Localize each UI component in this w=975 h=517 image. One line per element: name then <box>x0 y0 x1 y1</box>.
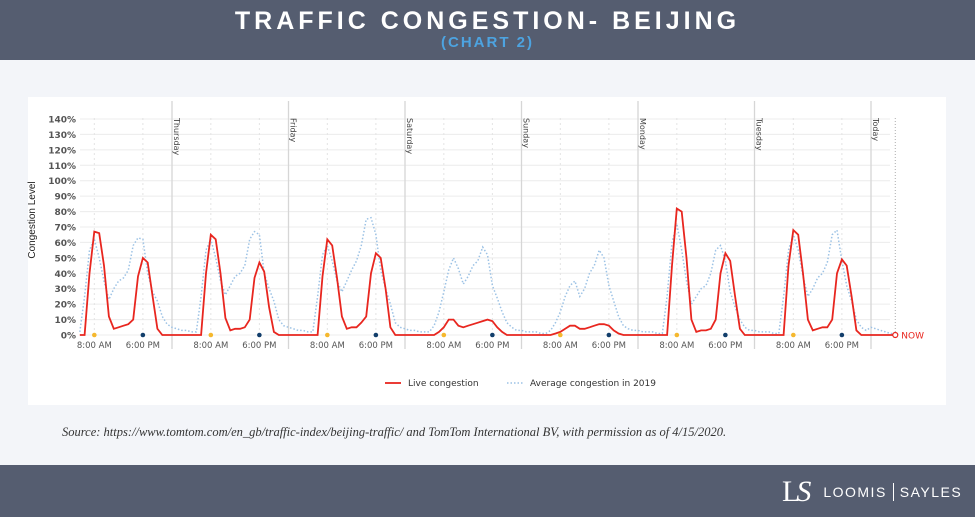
legend-average-label: Average congestion in 2019 <box>530 379 656 389</box>
y-tick-label: 0% <box>61 332 76 342</box>
x-tick-label: 6:00 PM <box>126 341 160 351</box>
page-title: TRAFFIC CONGESTION- BEIJING <box>234 7 741 35</box>
y-tick-label: 90% <box>54 193 76 203</box>
day-label: Monday <box>638 118 647 150</box>
x-tick-label: 8:00 AM <box>543 341 578 351</box>
morning-peak-dot <box>674 332 680 338</box>
x-tick-label: 8:00 AM <box>310 341 345 351</box>
x-tick-label: 8:00 AM <box>77 341 112 351</box>
source-note: Source: https://www.tomtom.com/en_gb/tra… <box>62 425 727 439</box>
x-tick-label: 8:00 AM <box>193 341 228 351</box>
header: TRAFFIC CONGESTION- BEIJING (CHART 2) <box>0 0 975 60</box>
y-tick-label: 110% <box>48 162 76 172</box>
evening-peak-dot <box>373 332 379 338</box>
evening-peak-dot <box>606 332 612 338</box>
logo-left: LOOMIS <box>823 484 887 500</box>
x-tick-label: 6:00 PM <box>475 341 509 351</box>
x-tick-label: 6:00 PM <box>242 341 276 351</box>
x-tick-label: 8:00 AM <box>659 341 694 351</box>
average-congestion-line <box>79 216 896 335</box>
x-tick-label: 6:00 PM <box>708 341 742 351</box>
y-tick-label: 120% <box>48 146 76 156</box>
y-tick-label: 100% <box>48 177 76 187</box>
y-tick-label: 30% <box>54 285 76 295</box>
logo-mark: LS <box>782 475 811 508</box>
y-tick-label: 80% <box>54 208 76 218</box>
day-label: Saturday <box>405 118 414 154</box>
evening-peak-dot <box>723 332 728 338</box>
loomis-sayles-logo: LS LOOMIS SAYLES <box>782 475 962 509</box>
page-subtitle: (CHART 2) <box>441 34 534 51</box>
x-tick-label: 8:00 AM <box>776 341 811 351</box>
y-tick-label: 40% <box>54 270 76 280</box>
morning-peak-dot <box>325 332 330 338</box>
x-tick-label: 6:00 PM <box>592 341 626 351</box>
morning-peak-dot <box>441 332 447 338</box>
day-label: Tuesday <box>755 117 764 151</box>
x-tick-label: 8:00 AM <box>426 341 461 351</box>
evening-peak-dot <box>839 332 845 338</box>
morning-peak-dot <box>208 332 214 338</box>
logo-right: SAYLES <box>899 484 963 500</box>
legend-live-label: Live congestion <box>408 379 479 389</box>
x-tick-label: 6:00 PM <box>825 341 859 351</box>
morning-peak-dot <box>791 332 796 338</box>
y-tick-label: 60% <box>54 239 76 249</box>
day-label: Friday <box>289 118 298 143</box>
live-congestion-line <box>79 206 896 336</box>
y-tick-label: 20% <box>54 301 76 311</box>
y-tick-label: 50% <box>54 254 76 264</box>
y-axis-label: Congestion Level <box>27 181 38 258</box>
evening-peak-dot <box>490 332 495 338</box>
morning-peak-dot <box>558 332 563 338</box>
now-marker <box>892 331 899 339</box>
day-label: Thursday <box>172 117 181 155</box>
morning-peak-dot <box>92 332 97 338</box>
evening-peak-dot <box>257 332 262 338</box>
y-tick-label: 140% <box>48 116 76 126</box>
y-tick-label: 70% <box>54 224 76 234</box>
now-label: NOW <box>901 332 924 342</box>
evening-peak-dot <box>140 332 146 338</box>
y-tick-label: 10% <box>54 316 76 326</box>
day-label: Today <box>871 117 880 141</box>
day-label: Sunday <box>522 118 531 148</box>
x-tick-label: 6:00 PM <box>359 341 393 351</box>
footer: LS LOOMIS SAYLES <box>0 465 975 517</box>
y-tick-label: 130% <box>48 131 76 141</box>
